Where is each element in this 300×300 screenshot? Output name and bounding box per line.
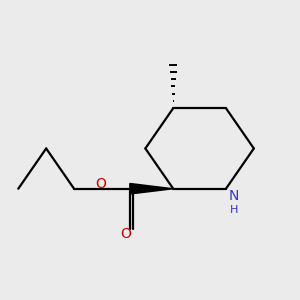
Text: O: O <box>95 177 106 191</box>
Text: O: O <box>120 227 130 241</box>
Text: N: N <box>229 190 239 203</box>
Polygon shape <box>130 184 173 194</box>
Text: H: H <box>230 206 238 215</box>
